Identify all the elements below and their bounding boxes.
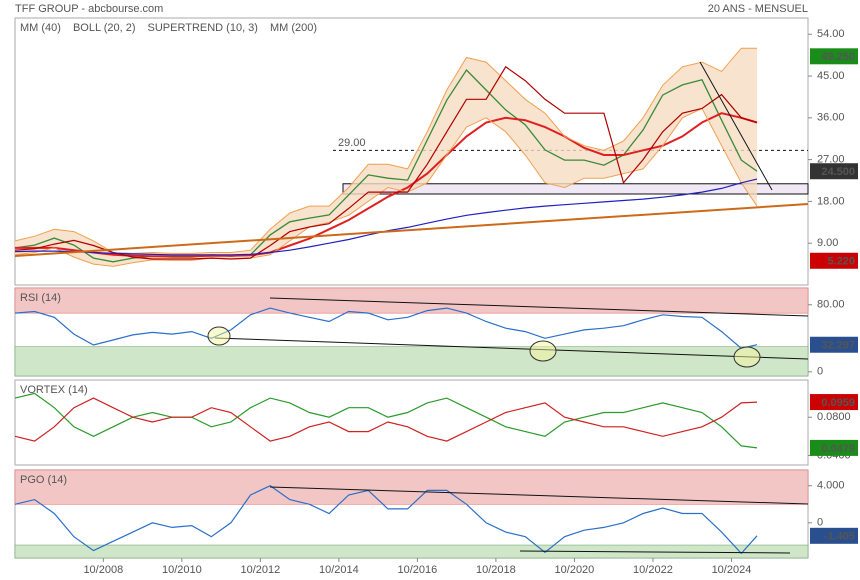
legend-entry: MM (40) [20,22,61,34]
legend-entry: RSI (14) [20,292,61,304]
value-marker-label: -1.405 [824,531,855,543]
y-tick-label: 36.00 [817,112,845,124]
x-tick-label: 10/2024 [712,564,752,576]
oversold-zone [14,346,809,377]
value-marker [810,252,858,269]
legend-entry: BOLL (20, 2) [73,22,136,34]
panel-frame [14,17,809,286]
x-tick-label: 10/2016 [398,564,438,576]
legend-entry: VORTEX (14) [20,384,88,396]
value-marker-label: 0.0479 [821,443,855,455]
trendline [269,486,809,505]
band-lower [14,107,758,267]
value-marker [810,163,858,180]
trendline [699,61,773,191]
value-marker-label: 24.500 [821,166,855,178]
oversold-zone [14,544,809,559]
y-tick-label: 80.00 [817,299,845,311]
series-line [14,397,758,442]
band-upper [14,47,757,254]
trendline [269,297,809,317]
y-tick-label: 27.00 [817,154,845,166]
highlight-circle [207,326,231,346]
series-line [14,392,758,449]
x-tick-label: 10/2014 [319,564,359,576]
value-marker [810,394,858,411]
x-tick-label: 10/2008 [83,564,123,576]
legend-entry: MM (200) [270,22,317,34]
overbought-zone [14,469,809,505]
overbought-zone [14,287,809,314]
value-marker-label: 5.220 [827,256,855,268]
value-marker [810,336,858,353]
y-tick-label: 9.00 [817,237,838,249]
trendline [14,203,809,257]
trendline [214,337,809,360]
plot-layer: 54.00 45.00 36.00 27.00 18.00 9.00 29.00 MM (40… [14,17,858,576]
y-tick-label: 0 [817,517,823,529]
y-tick-label: 45.00 [817,70,845,82]
price-level-label: 29.00 [338,137,366,149]
legend-entry: SUPERTREND (10, 3) [148,22,258,34]
value-marker [810,439,858,456]
x-tick-label: 10/2010 [162,564,202,576]
legend-entry: PGO (14) [20,474,67,486]
period-title: 20 ANS - MENSUEL [708,3,808,15]
source-title: TFF GROUP - abcbourse.com [15,3,163,15]
x-tick-label: 10/2012 [240,564,280,576]
series-line [14,65,758,260]
value-marker-label: 32.297 [821,340,855,352]
trendlines [14,61,809,554]
panel-frame [14,379,809,466]
x-tick-label: 10/2020 [555,564,595,576]
series-line [15,112,758,258]
value-marker-label: 49.250 [821,51,855,63]
x-tick-label: 10/2022 [633,564,673,576]
value-marker [810,48,858,65]
series-line [14,307,758,349]
value-marker [810,527,858,544]
y-tick-label: 0.0800 [817,411,851,423]
value-marker-label: 0.0959 [821,397,855,409]
support-zone [342,183,809,195]
x-tick-label: 10/2018 [476,564,516,576]
y-tick-label: 18.00 [817,195,845,207]
highlight-circle [529,340,557,362]
y-tick-label: 54.00 [817,28,845,40]
highlight-circle [733,346,761,368]
trendline [519,550,791,554]
y-tick-label: 4.000 [817,480,845,492]
series-line [14,485,758,555]
y-tick-label: 0 [817,366,823,378]
